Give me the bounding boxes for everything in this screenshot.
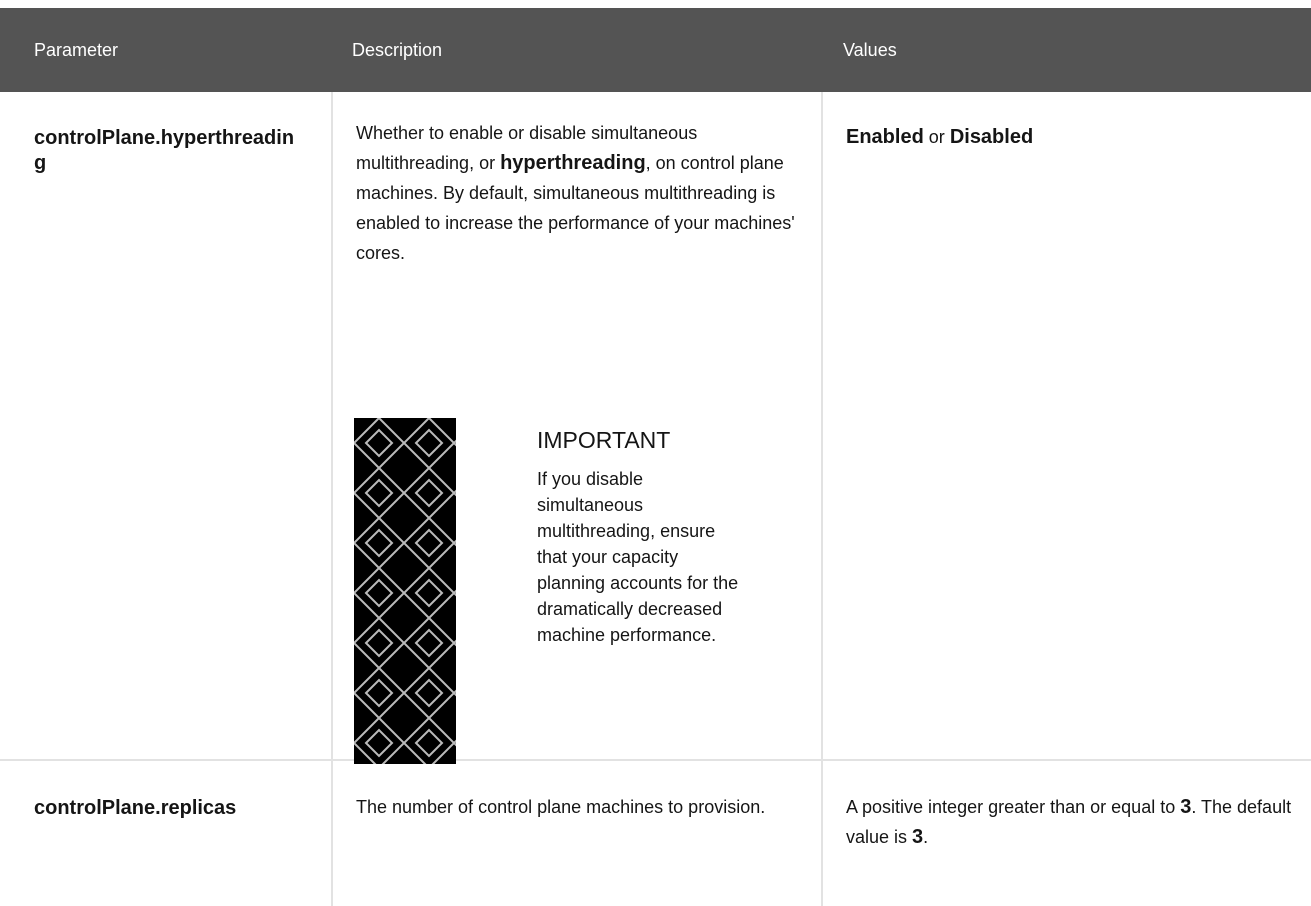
bold-text: Enabled: [846, 126, 924, 148]
header-cell: Values: [843, 40, 897, 60]
bold-text: hyperthreading: [500, 152, 646, 174]
text: or: [923, 127, 950, 147]
text: A positive integer greater than or equal…: [846, 797, 1181, 817]
bold-text: Disabled: [949, 126, 1034, 148]
description: Whether to enable or disable simultaneou…: [356, 118, 796, 268]
bold-text: 3: [1180, 796, 1192, 818]
text: . The default value is: [846, 797, 1292, 847]
text: , on control plane machines. By default,…: [356, 153, 795, 263]
row-border: [0, 759, 1311, 761]
admonition-text: If you disable simultaneous multithreadi…: [537, 469, 739, 645]
values: A positive integer greater than or equal…: [846, 792, 1296, 852]
parameter: controlPlane.replicas: [34, 797, 237, 819]
bold-text: 3: [912, 826, 924, 848]
text: The number of control plane machines to …: [356, 797, 766, 817]
admonition-title: IMPORTANT: [537, 427, 671, 453]
header-bar: [0, 8, 1311, 92]
header-cell: Description: [352, 40, 443, 60]
description: The number of control plane machines to …: [356, 792, 796, 822]
admonition-icon: [354, 418, 456, 764]
column-border: [331, 92, 333, 906]
header-cell: Parameter: [34, 40, 119, 60]
text: Whether to enable or disable simultaneou…: [356, 123, 698, 173]
values: Enabled or Disabled: [846, 122, 1296, 152]
parameter: controlPlane.hyperthreading: [34, 127, 295, 174]
text: .: [923, 827, 929, 847]
column-border: [821, 92, 823, 906]
